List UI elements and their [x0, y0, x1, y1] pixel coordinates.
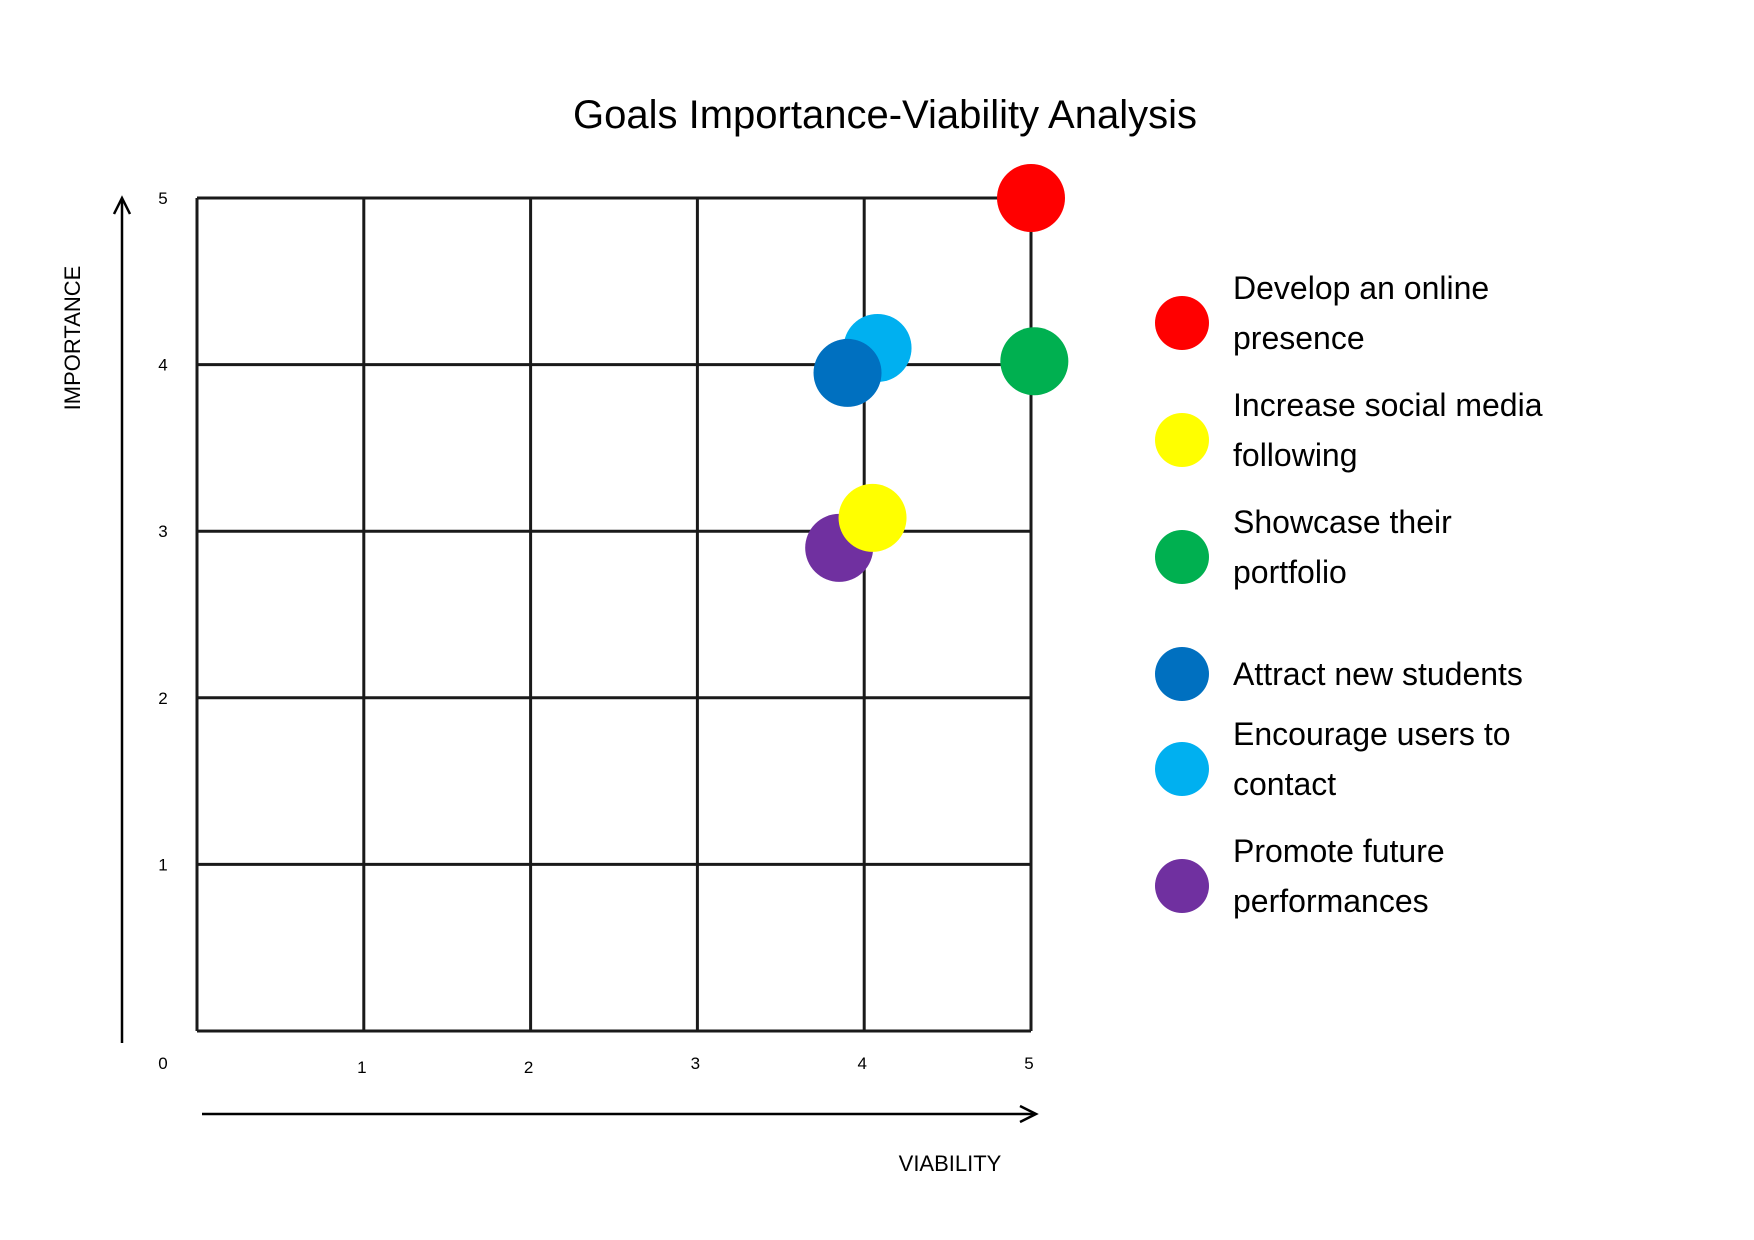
legend-label-line: Showcase their	[1233, 504, 1452, 540]
legend-label-line: Develop an online	[1233, 270, 1489, 306]
legend-label: Showcase their portfolio	[1233, 504, 1452, 590]
legend-label: Promote future performances	[1233, 833, 1445, 919]
y-axis-arrow	[112, 195, 132, 1043]
legend-label-line: portfolio	[1233, 554, 1347, 590]
legend-marker	[1155, 296, 1209, 350]
chart-title: Goals Importance-Viability Analysis	[573, 93, 1197, 137]
y-axis-title: IMPORTANCE	[60, 266, 85, 411]
legend-marker	[1155, 859, 1209, 913]
grid	[195, 196, 1033, 1033]
y-tick-label: 5	[158, 189, 167, 208]
x-tick-label: 5	[1024, 1054, 1033, 1073]
legend-label-line: following	[1233, 437, 1358, 473]
legend-label: Develop an online presence	[1233, 270, 1489, 356]
legend-marker	[1155, 742, 1209, 796]
y-tick-label: 4	[158, 356, 167, 375]
data-point	[838, 483, 907, 552]
legend-label-line: contact	[1233, 766, 1336, 802]
data-point	[813, 338, 882, 407]
legend-marker	[1155, 530, 1209, 584]
x-tick-label: 3	[691, 1054, 700, 1073]
x-axis-title: VIABILITY	[899, 1151, 1002, 1176]
legend-label-line: Attract new students	[1233, 656, 1523, 692]
x-axis-arrow	[202, 1104, 1039, 1124]
x-tick-label: 2	[524, 1058, 533, 1077]
legend-label-line: performances	[1233, 883, 1429, 919]
y-tick-label: 1	[158, 855, 167, 874]
tick-labels: 1 2 3 4 5 1 2 3 4 5 0	[158, 189, 1033, 1077]
legend-label-line: Promote future	[1233, 833, 1445, 869]
data-point	[997, 164, 1065, 232]
legend-label: Increase social media following	[1233, 387, 1543, 473]
legend-label-line: Encourage users to	[1233, 716, 1511, 752]
legend-label: Attract new students	[1233, 656, 1523, 692]
data-point	[1000, 327, 1069, 396]
y-tick-label: 2	[158, 689, 167, 708]
data-points	[805, 164, 1069, 582]
legend-label-line: presence	[1233, 320, 1365, 356]
legend-marker	[1155, 413, 1209, 467]
legend-marker	[1155, 647, 1209, 701]
y-tick-label: 3	[158, 522, 167, 541]
origin-tick-label: 0	[158, 1054, 167, 1073]
legend-label: Encourage users to contact	[1233, 716, 1511, 802]
legend-label-line: Increase social media	[1233, 387, 1543, 423]
x-tick-label: 4	[857, 1054, 866, 1073]
x-tick-label: 1	[357, 1058, 366, 1077]
legend: Develop an online presence Increase social…	[1155, 270, 1543, 919]
